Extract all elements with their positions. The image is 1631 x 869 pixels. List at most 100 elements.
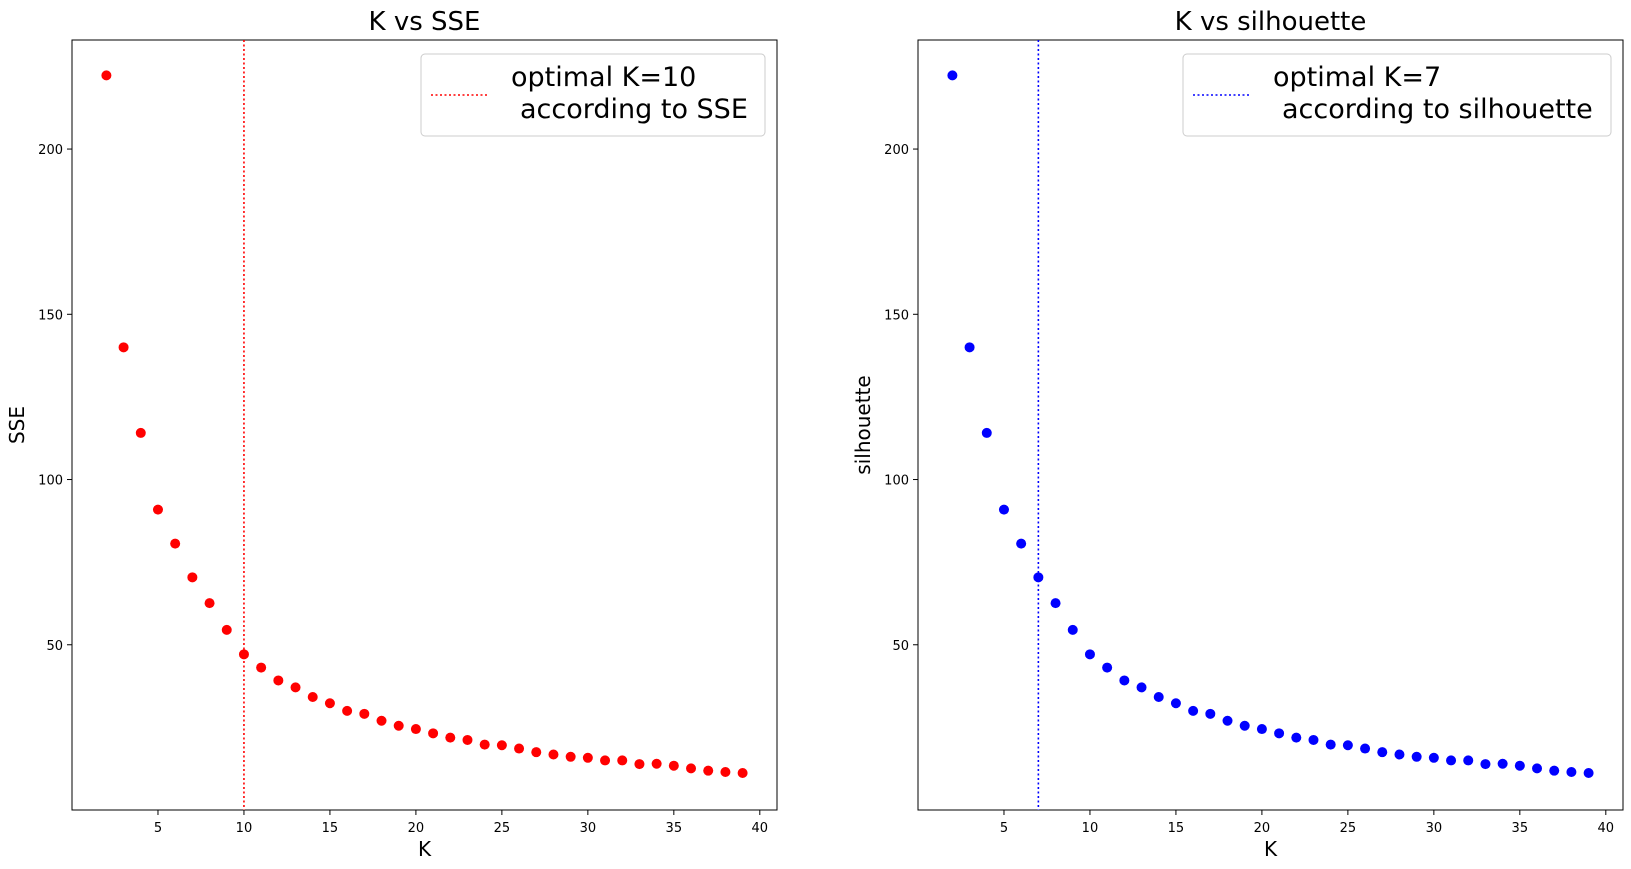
data-point bbox=[290, 682, 301, 693]
data-point bbox=[1136, 682, 1147, 693]
data-point bbox=[1256, 724, 1267, 735]
data-point bbox=[221, 624, 232, 635]
data-point bbox=[1342, 740, 1353, 751]
data-point bbox=[947, 70, 958, 81]
data-point bbox=[514, 743, 525, 754]
y-tick-label: 50 bbox=[892, 639, 909, 654]
data-point bbox=[324, 698, 335, 709]
data-point bbox=[1566, 766, 1577, 777]
data-point bbox=[101, 70, 112, 81]
data-point bbox=[737, 767, 748, 778]
data-point bbox=[1291, 732, 1302, 743]
data-point bbox=[1050, 598, 1061, 609]
data-point bbox=[1463, 755, 1474, 766]
y-tick-label: 150 bbox=[884, 308, 909, 323]
data-point bbox=[1033, 572, 1044, 583]
data-point bbox=[1239, 720, 1250, 731]
data-point bbox=[600, 755, 611, 766]
data-point bbox=[342, 705, 353, 716]
data-point bbox=[565, 751, 576, 762]
data-point bbox=[686, 763, 697, 774]
data-point bbox=[582, 752, 593, 763]
data-point bbox=[376, 715, 387, 726]
x-tick-label: 30 bbox=[1426, 821, 1443, 836]
data-point bbox=[479, 739, 490, 750]
data-point bbox=[1549, 765, 1560, 776]
chart-title: K vs SSE bbox=[369, 7, 481, 37]
x-tick-label: 30 bbox=[580, 821, 597, 836]
legend-label-line2: according to silhouette bbox=[1282, 94, 1593, 125]
data-point bbox=[152, 504, 163, 515]
y-tick-label: 200 bbox=[38, 143, 63, 158]
data-point bbox=[1102, 662, 1113, 673]
chart-panel-1: K vs SSE 5 10 15 20 25 30 35 40 50 100 150 200 K SSE op… bbox=[5, 7, 778, 861]
data-point bbox=[1377, 747, 1388, 758]
x-tick-label: 35 bbox=[666, 821, 683, 836]
data-point bbox=[1428, 752, 1439, 763]
data-point bbox=[135, 427, 146, 438]
x-tick-label: 5 bbox=[154, 821, 162, 836]
data-point bbox=[445, 732, 456, 743]
legend-box bbox=[1182, 53, 1612, 137]
data-point bbox=[1119, 675, 1130, 686]
data-point bbox=[1170, 698, 1181, 709]
data-point bbox=[1480, 759, 1491, 770]
data-point bbox=[1446, 755, 1457, 766]
y-tick-label: 100 bbox=[884, 474, 909, 489]
x-tick-label: 10 bbox=[1082, 821, 1099, 836]
data-point bbox=[393, 720, 404, 731]
y-tick-label: 200 bbox=[884, 143, 909, 158]
data-point bbox=[1360, 743, 1371, 754]
data-point bbox=[359, 708, 370, 719]
y-axis-label: silhouette bbox=[851, 375, 875, 474]
x-tick-label: 20 bbox=[408, 821, 425, 836]
data-point bbox=[720, 766, 731, 777]
data-point bbox=[1325, 739, 1336, 750]
data-point bbox=[1067, 624, 1078, 635]
data-point bbox=[703, 765, 714, 776]
x-tick-label: 5 bbox=[1000, 821, 1008, 836]
data-point bbox=[204, 598, 215, 609]
x-axis-label: K bbox=[418, 837, 432, 861]
x-tick-label: 10 bbox=[236, 821, 253, 836]
chart-panel-2: K vs silhouette 5 10 15 20 25 30 35 40 50 100 150 20… bbox=[851, 7, 1624, 861]
data-point bbox=[1497, 758, 1508, 769]
plot-area bbox=[917, 39, 1624, 811]
x-tick-label: 35 bbox=[1512, 821, 1529, 836]
data-point bbox=[617, 755, 628, 766]
x-tick-label: 15 bbox=[322, 821, 339, 836]
data-point bbox=[1222, 715, 1233, 726]
data-point bbox=[1308, 734, 1319, 745]
data-point bbox=[428, 728, 439, 739]
legend-box bbox=[420, 53, 766, 137]
data-point bbox=[668, 760, 679, 771]
data-point bbox=[548, 749, 559, 760]
y-tick-label: 50 bbox=[46, 639, 63, 654]
data-point bbox=[410, 724, 421, 735]
plot-area bbox=[71, 39, 778, 811]
x-tick-label: 25 bbox=[494, 821, 511, 836]
data-point bbox=[1153, 691, 1164, 702]
data-point bbox=[496, 740, 507, 751]
data-point bbox=[1411, 751, 1422, 762]
chart-title: K vs silhouette bbox=[1175, 7, 1367, 37]
legend-label-line1: optimal K=7 bbox=[1273, 62, 1441, 93]
data-point bbox=[187, 572, 198, 583]
data-point bbox=[531, 747, 542, 758]
x-axis-label: K bbox=[1264, 837, 1278, 861]
data-point bbox=[634, 759, 645, 770]
data-point bbox=[273, 675, 284, 686]
legend-label-line1: optimal K=10 bbox=[511, 62, 696, 93]
data-point bbox=[170, 538, 181, 549]
y-tick-label: 150 bbox=[38, 308, 63, 323]
legend-label-line2: according to SSE bbox=[520, 94, 748, 125]
data-point bbox=[238, 649, 249, 660]
data-point bbox=[118, 342, 129, 353]
data-point bbox=[981, 427, 992, 438]
x-tick-label: 40 bbox=[752, 821, 769, 836]
data-point bbox=[998, 504, 1009, 515]
x-tick-label: 25 bbox=[1340, 821, 1357, 836]
